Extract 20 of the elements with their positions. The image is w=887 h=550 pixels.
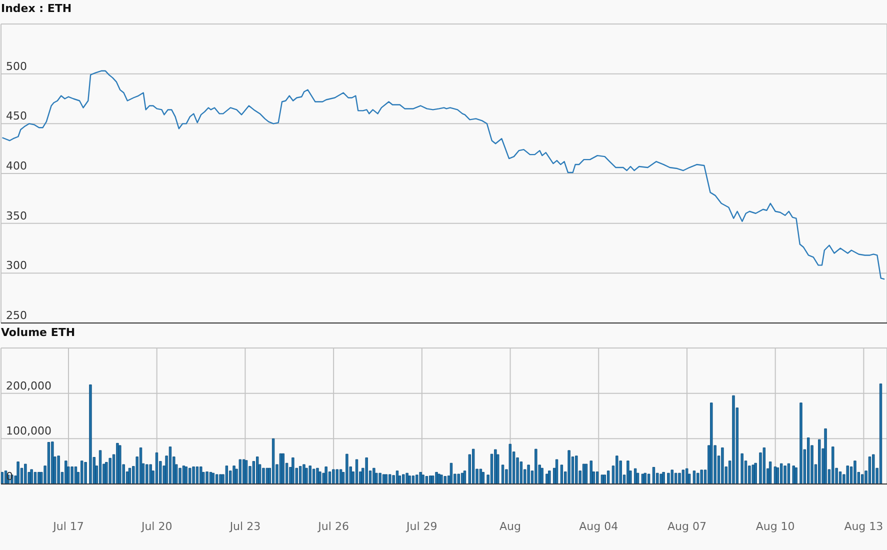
x-tick-label: Aug (500, 520, 522, 533)
y-tick-label: 200,000 (6, 379, 52, 392)
y-tick-label: 400 (6, 160, 27, 172)
chart-title: Volume ETH (0, 325, 76, 341)
y-tick-label: 450 (6, 110, 27, 123)
y-tick-label: 100,000 (6, 424, 52, 438)
x-tick-label: Aug 04 (579, 520, 618, 533)
y-tick-label: 300 (6, 259, 27, 272)
y-tick-label: 350 (6, 209, 27, 222)
x-tick-label: Jul 20 (140, 520, 172, 533)
y-tick-label: 250 (6, 309, 27, 322)
x-tick-label: Jul 23 (228, 520, 261, 533)
x-tick-label: Jul 17 (52, 520, 84, 533)
x-tick-label: Jul 29 (406, 520, 438, 533)
chart-title: Index : ETH (0, 1, 73, 17)
y-tick-label: 500 (6, 60, 27, 73)
x-tick-label: Jul 26 (317, 520, 349, 533)
x-tick-label: Aug 13 (844, 520, 884, 533)
x-tick-label: Aug 07 (667, 520, 706, 533)
x-tick-label: Aug 10 (756, 520, 795, 533)
